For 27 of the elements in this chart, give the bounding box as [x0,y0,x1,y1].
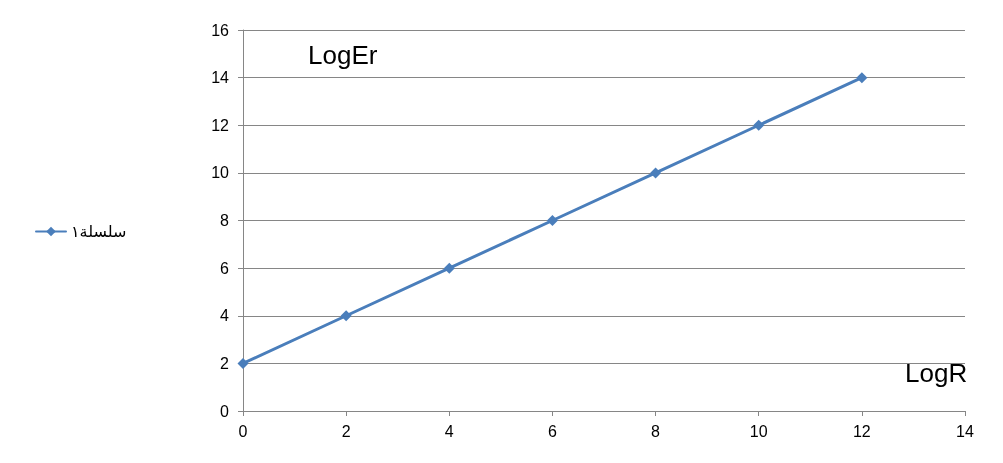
point [546,215,558,226]
x-tick-label: 0 [238,422,248,440]
y-tick-label: 10 [211,164,230,182]
point [650,167,662,179]
point [237,357,249,369]
legend-label: سلسلة١ [71,223,127,240]
x-tick-label: 2 [341,422,351,440]
y-tick-label: 2 [220,354,230,372]
x-tick-label: 10 [749,422,768,440]
x-tick-label: 6 [547,422,557,440]
y-tick-label: 16 [211,21,230,39]
point [856,72,868,84]
point [753,119,765,131]
y-tick-label: 6 [220,259,230,277]
y-tick-label: 4 [220,307,230,325]
y-tick-label: 12 [211,116,230,134]
y-tick-label: 14 [211,69,230,87]
y-tick-label: 0 [220,402,230,420]
x-tick-label: 4 [444,422,454,440]
y-tick-label: 8 [220,212,230,229]
x-axis-title: LogR [905,358,968,388]
x-tick-label: 12 [852,422,871,440]
y-axis-title: LogEr [308,40,378,70]
x-tick-label: 8 [651,422,661,440]
x-tick-label: 14 [956,422,974,440]
point [443,262,455,274]
point [340,310,352,322]
